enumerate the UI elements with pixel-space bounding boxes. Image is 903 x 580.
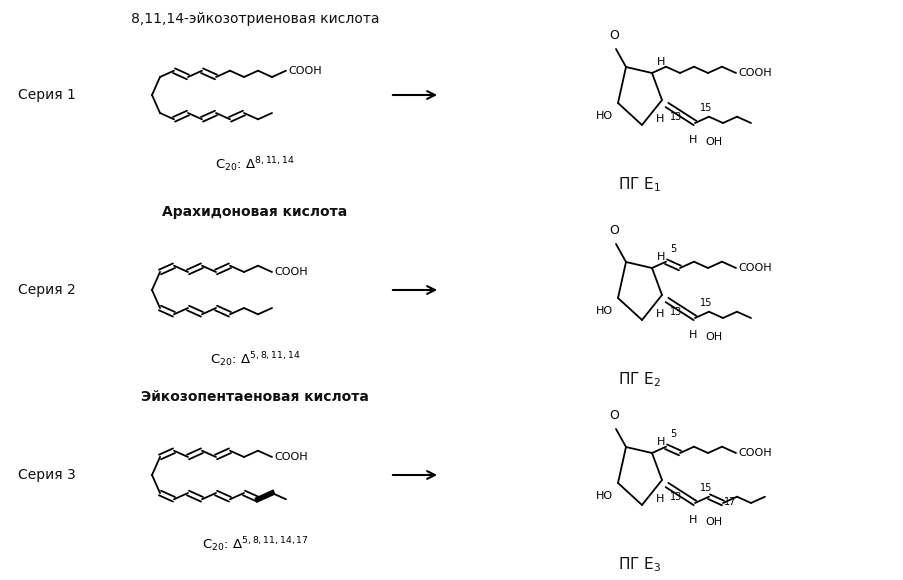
Text: 13: 13 [669,307,682,317]
Text: H: H [655,494,664,504]
Text: Серия 1: Серия 1 [18,88,76,102]
Text: 17: 17 [723,496,735,507]
Text: COOH: COOH [274,267,307,277]
Text: 5: 5 [669,429,675,438]
Text: HO: HO [595,111,612,121]
Text: 8,11,14-эйкозотриеновая кислота: 8,11,14-эйкозотриеновая кислота [131,12,379,26]
Text: 13: 13 [669,492,682,502]
Text: COOH: COOH [737,263,771,273]
Text: Серия 3: Серия 3 [18,468,76,482]
Text: H: H [656,57,665,67]
Text: OH: OH [704,137,721,147]
Text: 13: 13 [669,112,682,122]
Text: H: H [656,252,665,262]
Text: ПГ E$_1$: ПГ E$_1$ [618,175,661,194]
Text: 15: 15 [699,483,712,493]
Text: COOH: COOH [737,68,771,78]
Text: H: H [688,330,696,340]
Text: C$_{20}$: $\Delta^{8,11,14}$: C$_{20}$: $\Delta^{8,11,14}$ [215,155,294,173]
Text: O: O [609,409,619,422]
Text: COOH: COOH [737,448,771,458]
Text: Эйкозопентаеновая кислота: Эйкозопентаеновая кислота [141,390,368,404]
Text: HO: HO [595,306,612,316]
Text: 5: 5 [669,244,675,253]
Text: O: O [609,29,619,42]
Text: 15: 15 [699,298,712,308]
Text: O: O [609,224,619,237]
Text: 15: 15 [699,103,712,113]
Text: C$_{20}$: $\Delta^{5,8,11,14}$: C$_{20}$: $\Delta^{5,8,11,14}$ [209,350,300,369]
Text: Арахидоновая кислота: Арахидоновая кислота [163,205,348,219]
Text: OH: OH [704,517,721,527]
Text: COOH: COOH [274,452,307,462]
Text: COOH: COOH [288,66,321,76]
Text: ПГ E$_3$: ПГ E$_3$ [618,555,661,574]
Text: HO: HO [595,491,612,501]
Text: H: H [655,309,664,319]
Text: C$_{20}$: $\Delta^{5,8,11,14,17}$: C$_{20}$: $\Delta^{5,8,11,14,17}$ [201,535,308,554]
Text: H: H [656,437,665,447]
Text: Серия 2: Серия 2 [18,283,76,297]
Text: OH: OH [704,332,721,342]
Text: H: H [688,135,696,145]
Text: ПГ E$_2$: ПГ E$_2$ [618,370,661,389]
Text: H: H [688,515,696,525]
Text: H: H [655,114,664,124]
